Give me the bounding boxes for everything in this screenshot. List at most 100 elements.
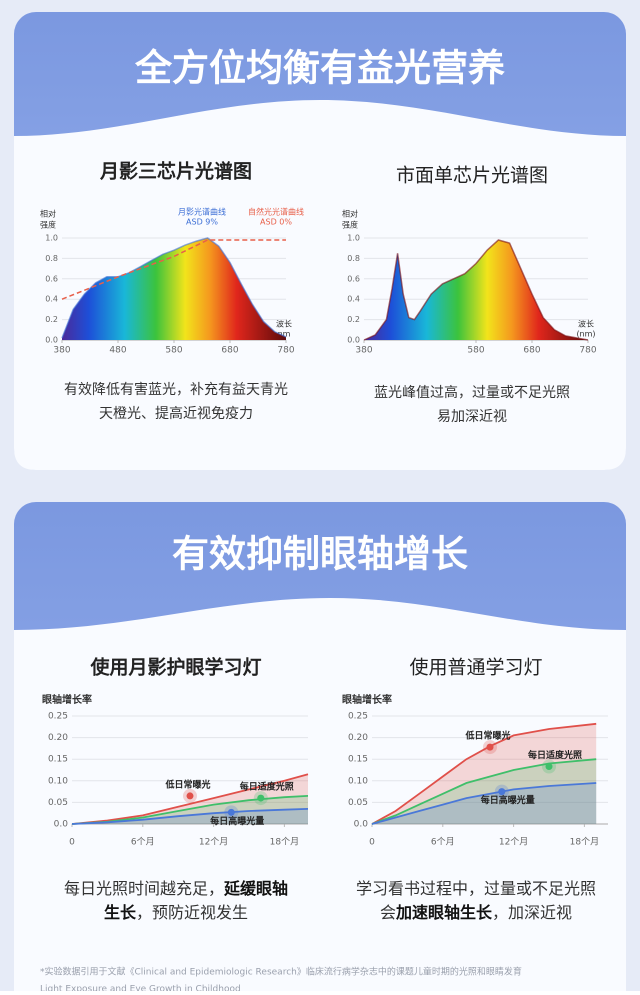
footnote: *实验数据引用于文献《Clinical and Epidemiologic Re…	[40, 966, 522, 978]
marker-label: 每日适度光照	[528, 749, 582, 761]
caption-part: ，加深近视	[492, 903, 572, 922]
y-tick-label: 0.20	[48, 733, 68, 743]
x-tick-label: 580	[165, 346, 182, 356]
panel-title: 使用普通学习灯	[409, 657, 542, 679]
curve	[371, 722, 597, 825]
caption: 易加深近视	[437, 409, 507, 425]
curve	[61, 239, 286, 300]
card-body	[14, 598, 626, 991]
marker-label: 每日高曝光量	[481, 794, 535, 806]
caption-part: 天橙光、提高近视免疫力	[99, 405, 253, 422]
y-tick-label: 0.10	[348, 776, 368, 786]
caption: 蓝光峰值过高，过量或不足光照	[374, 384, 570, 401]
x-tick-label: 780	[579, 346, 596, 356]
y-axis-label: 相对	[342, 209, 358, 219]
y-tick-label: 0.20	[348, 733, 368, 743]
caption-part: 会	[380, 903, 396, 922]
y-axis-label: 眼轴增长率	[42, 693, 92, 706]
x-tick-label: 6个月	[431, 837, 455, 848]
x-tick-label: 18个月	[270, 837, 299, 848]
marker	[227, 808, 235, 816]
marker-label: 低日常曝光	[164, 778, 210, 790]
x-axis-label: 波长	[578, 319, 594, 329]
y-tick-label: 0.8	[45, 254, 58, 263]
y-tick-label: 0.4	[347, 295, 360, 304]
y-tick-label: 0.10	[48, 776, 68, 786]
marker-label: 每日高曝光量	[210, 815, 264, 827]
curve	[71, 808, 309, 825]
x-tick-label: 6个月	[131, 837, 155, 848]
y-tick-label: 1.0	[45, 234, 58, 243]
caption-part: 易加深近视	[437, 409, 507, 425]
marker	[486, 743, 494, 751]
x-tick-label: 0	[69, 838, 75, 848]
legend-name: 月影光谱曲线	[178, 207, 226, 217]
chart: 眼轴增长率 0.0 0.05 0.10 0.15 0.20 0.25 0 6个月 12个月 18个月…	[342, 693, 608, 848]
y-tick-label: 0.8	[347, 254, 360, 263]
area	[372, 723, 597, 824]
caption-part: 加速眼轴生长	[395, 903, 493, 922]
marker-label: 低日常曝光	[464, 730, 510, 742]
y-tick-label: 1.0	[347, 234, 360, 243]
y-tick-label: 0.0	[54, 820, 69, 830]
y-tick-label: 0.0	[347, 336, 360, 345]
panel-title: 使用月影护眼学习灯	[89, 656, 261, 679]
curve	[71, 773, 309, 825]
caption-part: 有效降低有害蓝光，补充有益天青光	[64, 382, 288, 398]
y-tick-label: 0.05	[48, 798, 68, 808]
caption-part: ，预防近视发生	[136, 903, 248, 922]
marker	[545, 763, 553, 771]
y-tick-label: 0.0	[354, 820, 369, 830]
caption-part: 学习看书过程中，过量或不足光照	[356, 879, 596, 898]
marker	[498, 788, 506, 796]
y-axis-label: 强度	[40, 220, 56, 230]
x-axis-label: nm	[278, 330, 291, 339]
spectrum-area	[364, 240, 588, 340]
x-tick-label: 580	[467, 346, 484, 356]
marker-label: 每日适度光照	[240, 781, 294, 793]
x-tick-label: 380	[355, 346, 372, 356]
y-tick-label: 0.25	[48, 712, 68, 722]
marker	[257, 794, 265, 802]
legend-sub: ASD 9%	[186, 218, 218, 227]
caption-part: 延缓眼轴	[223, 879, 288, 898]
caption: 会加速眼轴生长，加深近视	[380, 903, 572, 922]
x-tick-label: 680	[523, 346, 540, 356]
curve	[363, 239, 589, 341]
y-axis-label: 相对	[40, 209, 56, 219]
x-tick-label: 380	[53, 346, 70, 356]
x-axis-label: (nm)	[576, 330, 595, 339]
x-tick-label: 18个月	[570, 837, 599, 848]
caption-part: 生长	[104, 903, 137, 922]
area	[372, 783, 597, 824]
caption: 生长，预防近视发生	[104, 903, 248, 922]
area	[72, 795, 308, 824]
y-tick-label: 0.2	[45, 315, 58, 324]
y-tick-label: 0.2	[347, 315, 360, 324]
y-tick-label: 0.4	[45, 295, 58, 304]
x-tick-label: 480	[109, 346, 126, 356]
y-tick-label: 0.25	[348, 712, 368, 722]
footnote: Light Exposure and Eye Growth in Childho…	[40, 985, 241, 992]
marker	[186, 792, 194, 800]
chart: 眼轴增长率 0.0 0.05 0.10 0.15 0.20 0.25 0 6个月 12个月 18个月…	[42, 693, 309, 848]
x-tick-label: 12个月	[199, 837, 228, 848]
curve	[61, 237, 287, 339]
caption-part: 蓝光峰值过高，过量或不足光照	[374, 384, 570, 401]
x-axis-label: 波长	[276, 319, 292, 329]
panel-title: 市面单芯片光谱图	[396, 165, 548, 187]
x-tick-label: 780	[277, 346, 294, 356]
caption-part: 每日光照时间越充足，	[64, 879, 224, 898]
caption: 学习看书过程中，过量或不足光照	[356, 879, 596, 898]
x-tick-label: 0	[369, 838, 375, 848]
curve	[371, 758, 597, 825]
x-tick-label: 12个月	[499, 837, 528, 848]
y-tick-label: 0.15	[48, 755, 68, 765]
legend-sub: ASD 0%	[260, 218, 292, 227]
section-title: 全方位均衡有益光营养	[134, 47, 505, 90]
caption: 有效降低有害蓝光，补充有益天青光	[64, 382, 288, 398]
caption: 每日光照时间越充足，延缓眼轴	[64, 879, 288, 898]
